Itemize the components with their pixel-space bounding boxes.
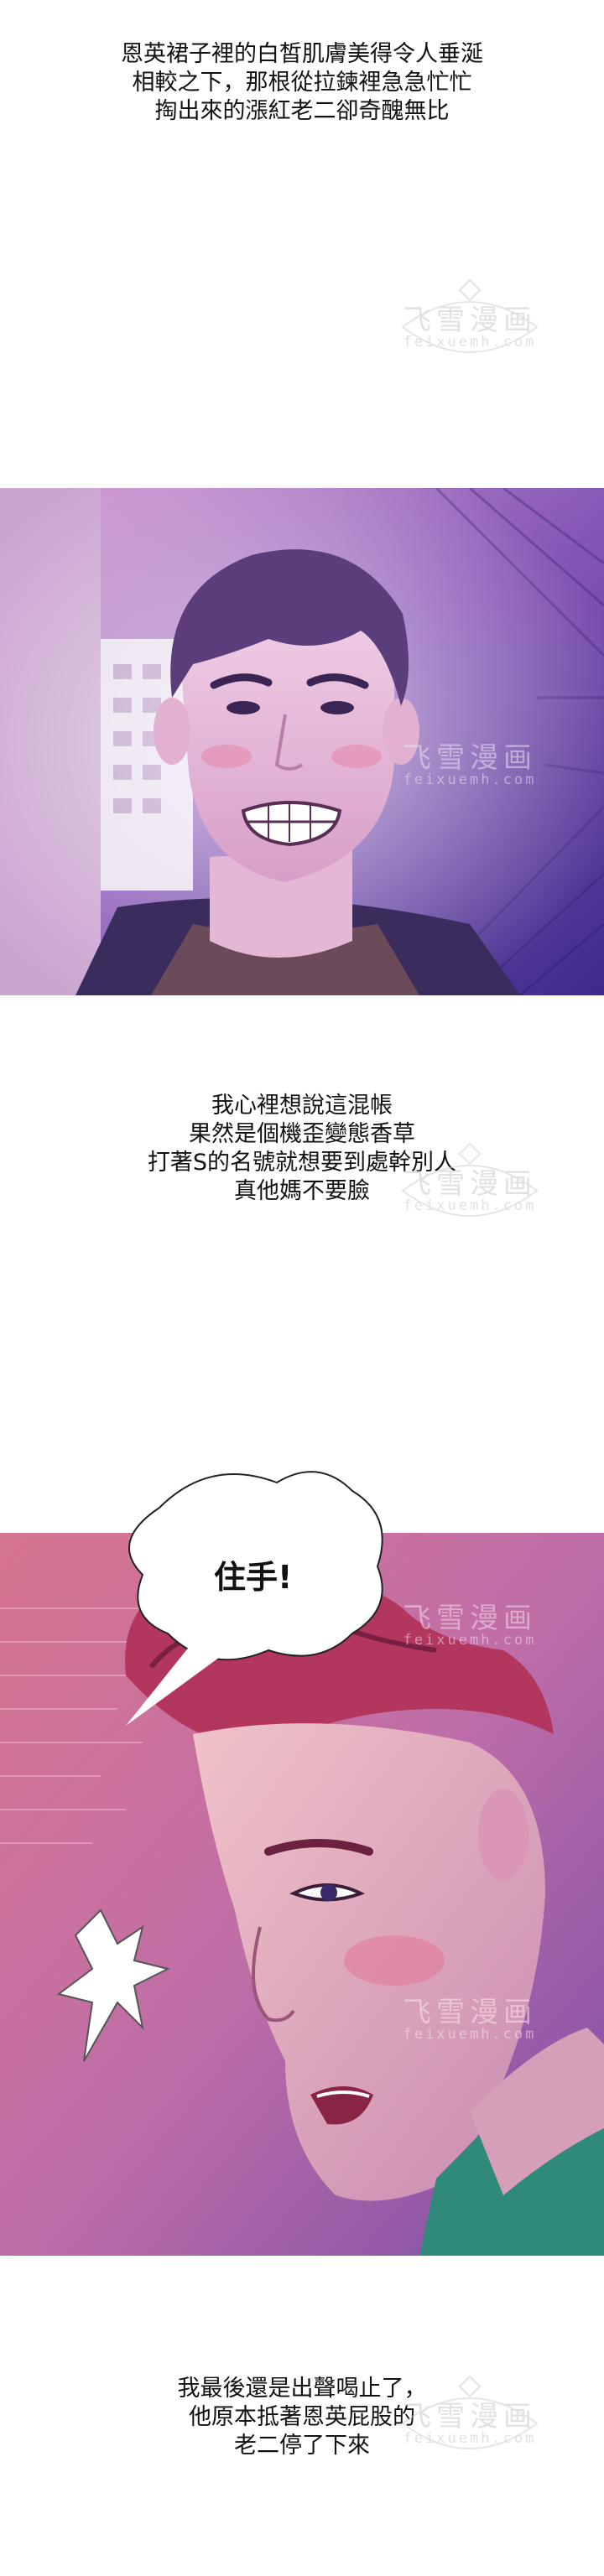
- caption-line: 恩英裙子裡的白皙肌膚美得令人垂涎: [121, 41, 483, 67]
- panel-2-illustration: [0, 1471, 604, 2256]
- watermark: 飞雪漫画 feixuemh.com: [369, 1140, 570, 1241]
- watermark-title: 飞雪漫画: [403, 1996, 537, 2029]
- watermark-title: 飞雪漫画: [403, 1167, 537, 1201]
- caption-line: 掏出來的漲紅老二卻奇醜無比: [154, 98, 450, 124]
- caption-1: 恩英裙子裡的白皙肌膚美得令人垂涎 相較之下，那根從拉鍊裡急急忙忙 掏出來的漲紅老…: [0, 40, 604, 126]
- speech-bubble-text: 住手!: [214, 1559, 293, 1596]
- caption-line: 老二停了下來: [234, 2433, 370, 2459]
- watermark: 飞雪漫画 feixuemh.com: [369, 1969, 570, 2070]
- watermark: 飞雪漫画 feixuemh.com: [369, 277, 570, 377]
- caption-line: 打著S的名號就想要到處幹別人: [147, 1150, 457, 1176]
- watermark: 飞雪漫画 feixuemh.com: [369, 714, 570, 815]
- watermark-frame-icon: [401, 278, 539, 353]
- caption-line: 我最後還是出聲喝止了，: [177, 2376, 427, 2402]
- caption-line: 真他媽不要臉: [234, 1178, 370, 1204]
- watermark-url: feixuemh.com: [403, 2430, 537, 2447]
- caption-2: 我心裡想說這混帳 果然是個機歪變態香草 打著S的名號就想要到處幹別人 真他媽不要…: [0, 1092, 604, 1206]
- caption-line: 果然是個機歪變態香草: [189, 1121, 415, 1147]
- watermark-url: feixuemh.com: [403, 1632, 537, 1649]
- watermark-url: feixuemh.com: [403, 771, 537, 788]
- watermark-frame-icon: [401, 1142, 539, 1217]
- watermark-url: feixuemh.com: [403, 1197, 537, 1214]
- watermark: 飞雪漫画 feixuemh.com: [369, 1575, 570, 1675]
- watermark-title: 飞雪漫画: [403, 2400, 537, 2433]
- watermark-url: feixuemh.com: [403, 334, 537, 351]
- watermark-url: feixuemh.com: [403, 2026, 537, 2043]
- watermark-title: 飞雪漫画: [403, 1602, 537, 1635]
- watermark-title: 飞雪漫画: [403, 304, 537, 337]
- caption-line: 相較之下，那根從拉鍊裡急急忙忙: [132, 70, 472, 96]
- panel-1-illustration: [0, 488, 604, 995]
- watermark-title: 飞雪漫画: [403, 741, 537, 775]
- watermark-frame-icon: [401, 2375, 539, 2449]
- caption-3: 我最後還是出聲喝止了， 他原本抵著恩英屁股的 老二停了下來: [0, 2375, 604, 2460]
- watermark: 飞雪漫画 feixuemh.com: [369, 2373, 570, 2474]
- caption-line: 我心裡想說這混帳: [211, 1093, 393, 1119]
- comic-panel-1: 飞雪漫画 feixuemh.com: [0, 488, 604, 995]
- comic-panel-2: 住手! 飞雪漫画 feixuemh.com 飞雪漫画 feixuemh.com: [0, 1457, 604, 2256]
- caption-line: 他原本抵著恩英屁股的: [189, 2404, 415, 2430]
